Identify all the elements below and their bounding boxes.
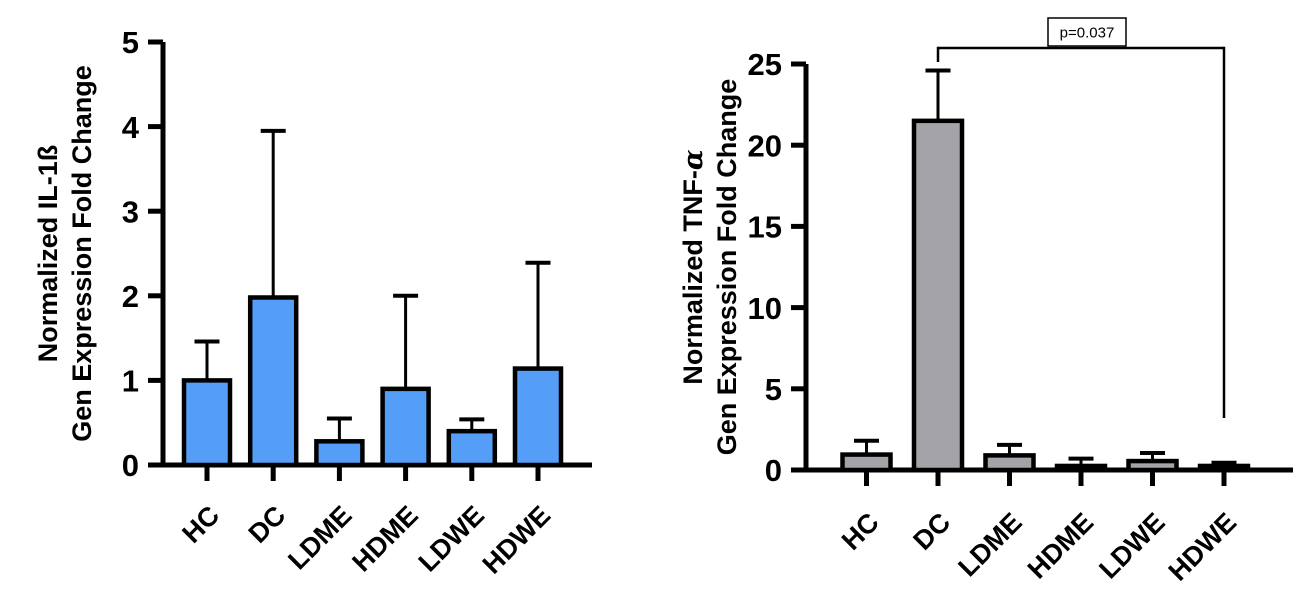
category-label-DC: DC — [907, 507, 956, 556]
bar-DC — [911, 118, 965, 473]
category-label-HC: HC — [176, 500, 225, 549]
category-label-HC: HC — [836, 507, 885, 556]
bar-LDME — [983, 453, 1036, 473]
y-tick-label: 5 — [122, 25, 139, 60]
bar-HDME — [380, 386, 431, 468]
bar-HDWE — [1197, 463, 1251, 473]
y-tick-label: 0 — [765, 453, 782, 488]
p-value-label: p=0.037 — [1060, 24, 1115, 41]
bar-HDME — [1054, 463, 1108, 473]
y-tick-label: 20 — [748, 128, 782, 163]
category-label-LDWE: LDWE — [413, 500, 490, 577]
y-tick-label: 10 — [748, 291, 782, 326]
category-label-HDME: HDME — [346, 500, 423, 577]
category-label-LDME: LDME — [952, 507, 1027, 582]
category-label-LDME: LDME — [282, 500, 357, 575]
category-label-HDME: HDME — [1022, 507, 1099, 584]
y-axis-title-line1: Normalized IL-1ß — [33, 145, 63, 363]
y-tick-label: 25 — [748, 47, 782, 82]
y-tick-label: 15 — [748, 210, 782, 245]
bar-HDWE — [512, 366, 564, 468]
y-tick-label: 1 — [122, 364, 139, 399]
category-label-HDWE: HDWE — [477, 500, 557, 580]
y-tick-label: 3 — [122, 194, 139, 229]
bar-LDWE — [446, 428, 498, 468]
category-label-HDWE: HDWE — [1163, 507, 1243, 587]
y-tick-label: 4 — [122, 110, 140, 145]
y-tick-label: 5 — [765, 372, 782, 407]
y-axis-title-line1: Normalized TNF-α — [678, 149, 709, 385]
y-tick-label: 2 — [122, 279, 139, 314]
y-tick-label: 0 — [122, 448, 139, 483]
y-axis-title-line2: Gen Expression Fold Change — [712, 79, 742, 456]
bar-DC — [247, 295, 299, 468]
p-value-box — [1047, 17, 1127, 47]
bar-LDWE — [1126, 458, 1179, 473]
bar-HC — [840, 452, 893, 473]
bar-HC — [181, 378, 233, 468]
bar-LDME — [314, 439, 365, 468]
y-axis-title-line2: Gen Expression Fold Change — [67, 65, 97, 442]
category-label-LDWE: LDWE — [1093, 507, 1170, 584]
category-label-DC: DC — [243, 500, 292, 549]
